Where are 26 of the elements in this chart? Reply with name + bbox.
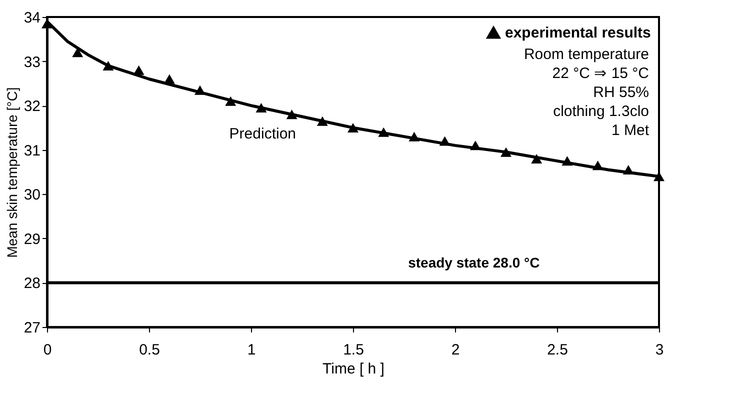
- x-tick-label: 0.5: [139, 342, 160, 358]
- x-tick-label: 2: [451, 342, 460, 358]
- y-tick-label: 27: [24, 320, 40, 336]
- y-tick-label: 32: [24, 98, 40, 116]
- y-tick-label: 33: [24, 54, 40, 71]
- annotation: 22 °C ⇒ 15 °C: [552, 65, 650, 82]
- y-axis-title: Mean skin temperature [°C]: [4, 87, 20, 258]
- x-tick-label: 2.5: [547, 342, 568, 358]
- x-axis-title: Time [ h ]: [322, 360, 384, 378]
- point: [72, 48, 84, 58]
- x-tick-label: 1.5: [343, 342, 364, 358]
- y-tick-label: 34: [24, 10, 40, 26]
- annotation: RH 55%: [593, 84, 649, 101]
- y-tick-label: 30: [24, 186, 40, 204]
- y-tick-label: 31: [24, 142, 40, 160]
- x-tick-label: 0: [43, 342, 52, 358]
- annotation: Room temperature: [524, 46, 649, 63]
- legend-label: experimental results: [505, 24, 651, 42]
- x-tick-label: 1: [247, 342, 256, 358]
- series-label: Prediction: [229, 126, 296, 143]
- annotation: 1 Met: [611, 122, 650, 139]
- annotation: clothing 1.3clo: [553, 103, 649, 120]
- x-tick-label: 3: [655, 342, 664, 358]
- y-tick-label: 28: [24, 275, 40, 292]
- ref-line-label: steady state 28.0 °C: [408, 254, 540, 271]
- y-tick-label: 29: [24, 230, 40, 248]
